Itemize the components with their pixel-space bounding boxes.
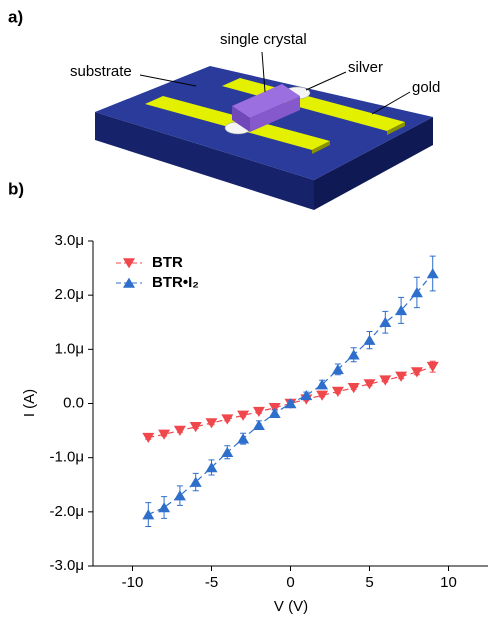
marker	[206, 418, 218, 428]
y-tick-label: 2.0μ	[55, 286, 85, 303]
label: gold	[412, 79, 440, 96]
marker	[221, 447, 233, 457]
marker	[348, 383, 360, 393]
marker	[174, 426, 186, 436]
y-tick-label: 0.0	[63, 394, 84, 411]
y-axis-label: I (A)	[21, 389, 38, 417]
marker	[427, 362, 439, 372]
x-tick-label: -10	[122, 574, 144, 591]
marker	[253, 420, 265, 430]
marker	[237, 433, 249, 443]
x-tick-label: 0	[286, 574, 294, 591]
figure: a) substrate single crystal silver gold …	[0, 0, 490, 620]
marker	[237, 411, 249, 421]
x-tick-label: 10	[440, 574, 457, 591]
marker	[253, 407, 265, 417]
marker	[348, 349, 360, 359]
marker	[364, 379, 376, 389]
y-tick-label: 3.0μ	[55, 232, 85, 249]
y-tick-label: -2.0μ	[50, 503, 85, 520]
y-tick-label: 1.0μ	[55, 340, 85, 357]
label: substrate	[70, 63, 132, 80]
y-tick-label: -3.0μ	[50, 557, 85, 574]
marker	[427, 268, 439, 278]
marker	[411, 287, 423, 297]
marker	[142, 509, 154, 519]
label: silver	[348, 59, 383, 76]
x-tick-label: -5	[205, 574, 218, 591]
marker	[332, 387, 344, 397]
legend-label: BTR•I₂	[152, 274, 199, 291]
y-tick-label: -1.0μ	[50, 449, 85, 466]
panel-label: b)	[8, 179, 24, 198]
marker	[142, 433, 154, 443]
marker	[364, 335, 376, 345]
panel-label: a)	[8, 7, 23, 26]
legend-label: BTR	[152, 254, 183, 271]
leader-line	[306, 72, 346, 90]
marker	[221, 414, 233, 424]
x-axis-label: V (V)	[274, 598, 308, 615]
marker	[190, 422, 202, 432]
marker	[411, 367, 423, 377]
x-tick-label: 5	[365, 574, 373, 591]
marker	[316, 391, 328, 401]
marker	[379, 375, 391, 385]
series-line	[148, 274, 432, 515]
label: single crystal	[220, 31, 307, 48]
marker	[395, 372, 407, 382]
